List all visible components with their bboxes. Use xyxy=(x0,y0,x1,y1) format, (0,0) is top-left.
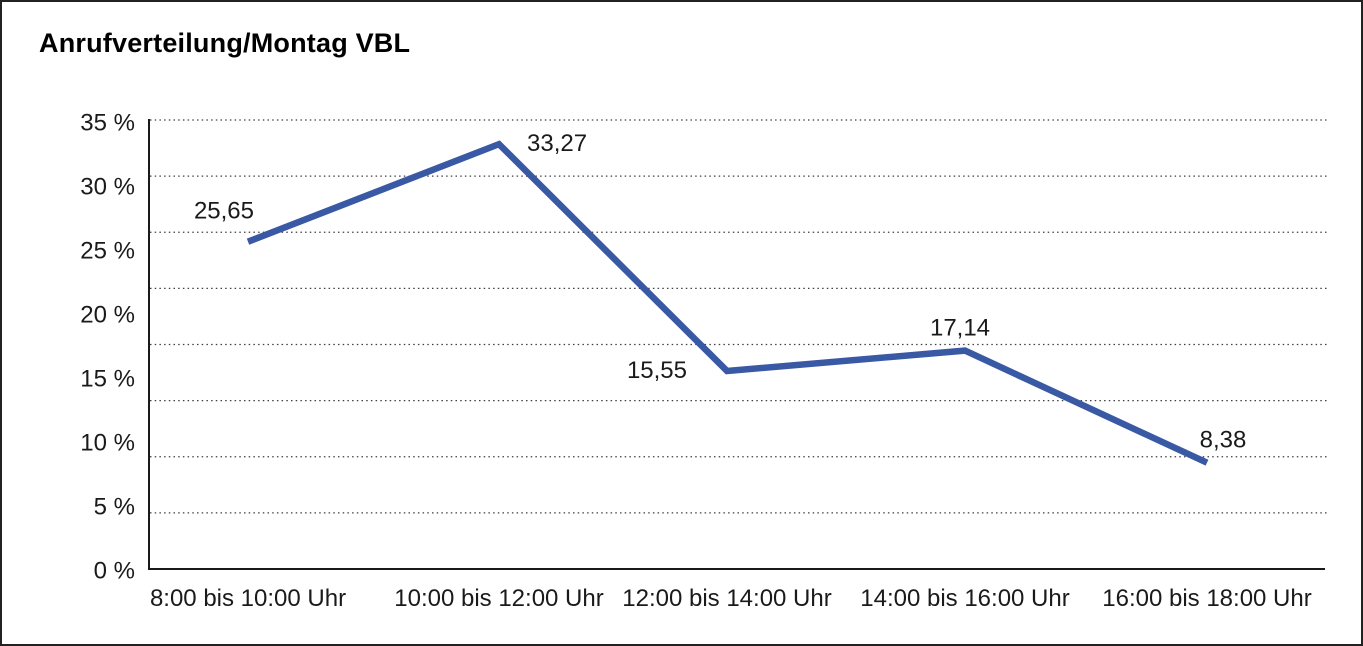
data-point-label: 25,65 xyxy=(194,198,254,225)
y-tick-label: 5 % xyxy=(94,494,135,521)
data-point-label: 17,14 xyxy=(930,315,990,342)
y-tick-label: 0 % xyxy=(94,558,135,585)
data-point-label: 33,27 xyxy=(527,130,587,157)
x-tick-label: 12:00 bis 14:00 Uhr xyxy=(622,585,831,612)
x-tick-label: 16:00 bis 18:00 Uhr xyxy=(1102,585,1311,612)
y-tick-label: 25 % xyxy=(80,238,135,265)
x-tick-label: 14:00 bis 16:00 Uhr xyxy=(860,585,1069,612)
y-tick-label: 10 % xyxy=(80,430,135,457)
data-point-label: 15,55 xyxy=(627,357,687,384)
x-tick-label: 8:00 bis 10:00 Uhr xyxy=(150,585,346,612)
data-point-label: 8,38 xyxy=(1200,427,1247,454)
y-tick-label: 15 % xyxy=(80,366,135,393)
x-tick-label: 10:00 bis 12:00 Uhr xyxy=(394,585,603,612)
y-tick-label: 30 % xyxy=(80,174,135,201)
y-tick-label: 35 % xyxy=(80,110,135,137)
chart-title: Anrufverteilung/Montag VBL xyxy=(39,28,411,58)
data-line xyxy=(246,140,1209,466)
y-tick-label: 20 % xyxy=(80,302,135,329)
